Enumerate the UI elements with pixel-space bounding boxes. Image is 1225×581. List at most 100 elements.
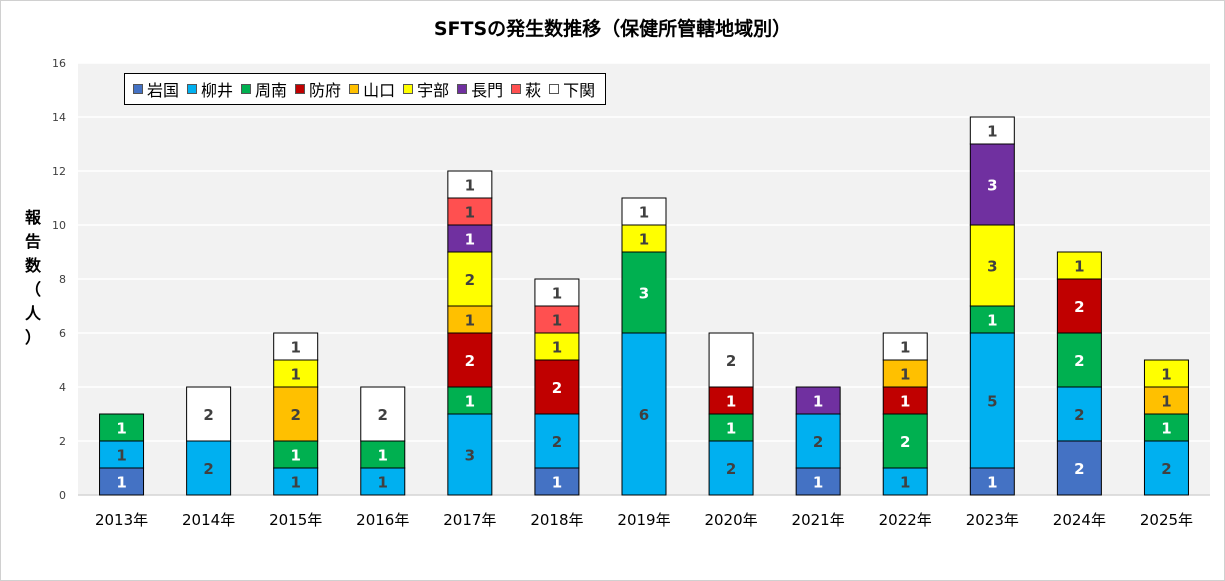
data-label: 2 (900, 433, 910, 451)
data-label: 1 (987, 474, 997, 492)
bar-segment (1056, 440, 1102, 496)
bar-segment (1143, 413, 1189, 442)
data-label: 3 (987, 177, 997, 195)
x-tick-label: 2023年 (966, 511, 1019, 529)
data-label: 1 (813, 474, 823, 492)
bar-segment (708, 413, 754, 442)
data-label: 2 (1074, 406, 1084, 424)
bar-segment (882, 386, 928, 415)
y-axis-label-char: 告 (24, 232, 41, 251)
data-label: 1 (726, 420, 736, 438)
bar-segment (360, 440, 406, 469)
data-label: 2 (726, 352, 736, 370)
bar-segment (1056, 386, 1102, 442)
legend-swatch (133, 84, 143, 94)
bar-segment (447, 413, 493, 496)
bar-segment (99, 413, 145, 442)
y-tick-label: 8 (59, 273, 66, 286)
data-label: 1 (290, 474, 300, 492)
legend-item: 萩 (511, 77, 541, 101)
bar-segment (447, 251, 493, 307)
data-label: 1 (465, 204, 475, 222)
data-label: 6 (639, 406, 649, 424)
legend-label: 山口 (363, 81, 396, 100)
legend-label: 柳井 (201, 81, 234, 100)
legend-swatch (295, 84, 306, 94)
bar-segment (534, 305, 580, 334)
legend-swatch (403, 84, 414, 94)
legend-swatch (457, 84, 468, 94)
data-label: 1 (116, 420, 126, 438)
bar-segment (708, 332, 754, 388)
y-axis-label-char: ） (24, 328, 41, 347)
bar-segment (186, 386, 232, 442)
y-tick-label: 0 (59, 489, 66, 502)
bar-segment (534, 467, 580, 496)
legend-swatch (549, 84, 560, 94)
data-label: 1 (465, 393, 475, 411)
data-label: 1 (378, 474, 388, 492)
data-label: 2 (1074, 460, 1084, 478)
bar-segment (447, 224, 493, 253)
y-tick-label: 14 (52, 111, 66, 124)
data-label: 1 (552, 474, 562, 492)
legend-swatch (349, 84, 360, 94)
bar-segment (273, 467, 319, 496)
data-label: 2 (290, 406, 300, 424)
bar-segment (534, 359, 580, 415)
bar-segment (534, 278, 580, 307)
bar-segment (273, 386, 319, 442)
data-label: 1 (552, 285, 562, 303)
data-label: 2 (552, 379, 562, 397)
bar-segment (708, 386, 754, 415)
data-label: 1 (900, 339, 910, 357)
legend-swatch (241, 84, 252, 94)
data-label: 1 (290, 366, 300, 384)
bar-segment (969, 224, 1015, 307)
legend-swatch (511, 84, 522, 94)
data-label: 5 (987, 393, 997, 411)
bar-segment (1056, 251, 1102, 280)
data-label: 2 (1161, 460, 1171, 478)
data-label: 2 (203, 460, 213, 478)
data-label: 1 (552, 312, 562, 330)
legend-item: 長門 (457, 77, 503, 101)
bar-segment (360, 386, 406, 442)
data-label: 1 (1161, 393, 1171, 411)
legend-swatch (187, 84, 198, 94)
data-label: 2 (1074, 352, 1084, 370)
bar-segment (447, 386, 493, 415)
bar-segment (969, 116, 1015, 145)
data-label: 1 (465, 231, 475, 249)
data-label: 1 (900, 393, 910, 411)
legend-item: 柳井 (187, 77, 233, 101)
data-label: 3 (465, 447, 475, 465)
data-label: 2 (552, 433, 562, 451)
bar-segment (795, 467, 841, 496)
y-axis-label-char: （ (24, 280, 41, 299)
data-label: 1 (987, 123, 997, 141)
bar-segment (1056, 278, 1102, 334)
data-label: 2 (465, 271, 475, 289)
bar-segment (882, 332, 928, 361)
data-label: 2 (726, 460, 736, 478)
bar-segment (795, 413, 841, 469)
y-tick-label: 12 (52, 165, 66, 178)
legend-label: 長門 (471, 81, 504, 100)
bar-segment (447, 332, 493, 388)
y-tick-label: 6 (59, 327, 66, 340)
data-label: 1 (813, 393, 823, 411)
bar-segment (360, 467, 406, 496)
bar-segment (447, 197, 493, 226)
bar-segment (882, 413, 928, 469)
data-label: 1 (900, 366, 910, 384)
legend-item: 下関 (549, 77, 595, 101)
bar-segment (621, 332, 667, 496)
data-label: 1 (465, 312, 475, 330)
x-tick-label: 2024年 (1053, 511, 1106, 529)
y-axis-label-char: 数 (24, 256, 41, 275)
legend-label: 岩国 (147, 81, 180, 100)
data-label: 2 (1074, 298, 1084, 316)
data-label: 1 (465, 177, 475, 195)
